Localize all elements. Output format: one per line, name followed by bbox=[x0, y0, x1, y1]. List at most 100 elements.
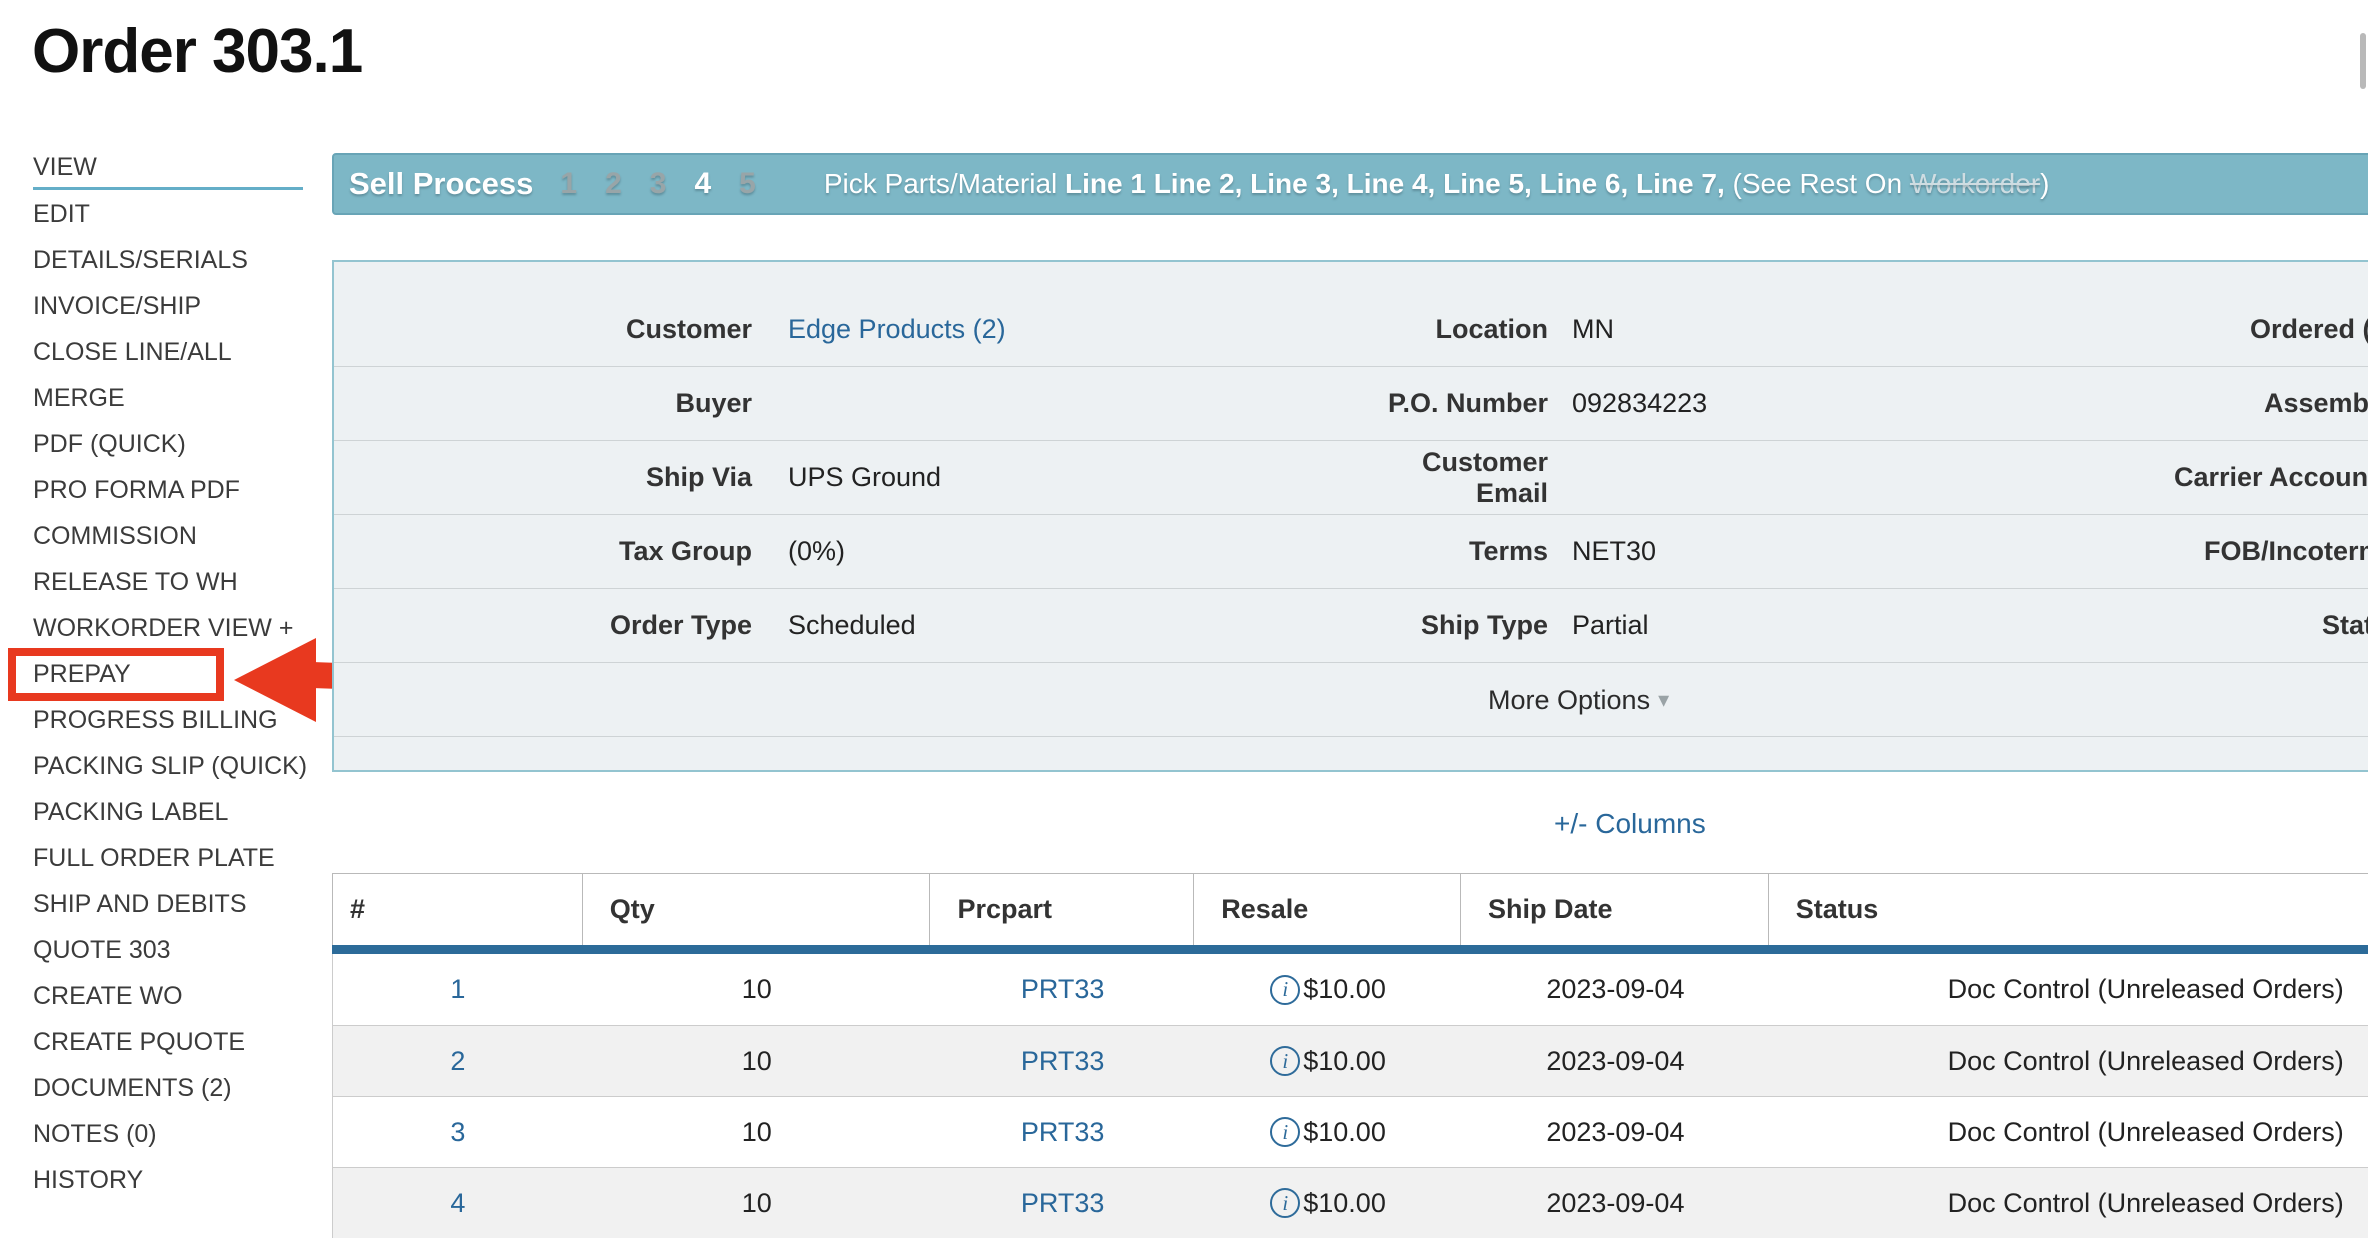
ordered-label: Ordered ( bbox=[2250, 314, 2368, 345]
sidebar-item-history[interactable]: HISTORY bbox=[33, 1157, 303, 1203]
customer-email-label: Customer Email bbox=[1352, 447, 1548, 509]
po-number-label: P.O. Number bbox=[1352, 388, 1548, 419]
ship-date-cell: 2023-09-04 bbox=[1461, 1097, 1769, 1167]
ship-type-label: Ship Type bbox=[1352, 610, 1548, 641]
terms-value: NET30 bbox=[1548, 536, 2028, 567]
prcpart-link[interactable]: PRT33 bbox=[1021, 1188, 1105, 1219]
lines-text: Line 1 Line 2, Line 3, Line 4, Line 5, L… bbox=[1065, 168, 1725, 199]
assembly-label: Assembl bbox=[2264, 388, 2368, 419]
info-icon[interactable]: i bbox=[1270, 1117, 1300, 1147]
pick-parts-text: Pick Parts/Material bbox=[824, 168, 1065, 199]
header-underline-bar bbox=[332, 945, 2368, 954]
sidebar-item-quote-303[interactable]: QUOTE 303 bbox=[33, 927, 303, 973]
fob-incoterm-label: FOB/Incoterm bbox=[2204, 536, 2368, 567]
qty-cell: 10 bbox=[583, 1026, 931, 1096]
ship-via-label: Ship Via bbox=[334, 462, 752, 493]
header-ship-date: Ship Date bbox=[1461, 874, 1769, 945]
sidebar-item-edit[interactable]: EDIT bbox=[33, 191, 303, 237]
more-options-row: More Options ▾ bbox=[334, 663, 2368, 737]
order-type-label: Order Type bbox=[334, 610, 752, 641]
step-5: 5 bbox=[739, 167, 756, 201]
detail-row-buyer: Buyer P.O. Number 092834223 Assembl bbox=[334, 367, 2368, 441]
detail-row-order-type: Order Type Scheduled Ship Type Partial S… bbox=[334, 589, 2368, 663]
sidebar-item-details-serials[interactable]: DETAILS/SERIALS bbox=[33, 237, 303, 283]
order-details-panel: Customer Edge Products (2) Location MN O… bbox=[332, 260, 2368, 772]
more-options-label: More Options bbox=[1488, 685, 1650, 716]
resale-cell: $10.00 bbox=[1303, 974, 1386, 1005]
more-options-toggle[interactable]: More Options ▾ bbox=[1488, 663, 1669, 737]
location-label: Location bbox=[1352, 314, 1548, 345]
qty-cell: 10 bbox=[583, 954, 931, 1025]
tax-group-value: (0%) bbox=[752, 536, 1352, 567]
prcpart-link[interactable]: PRT33 bbox=[1021, 1117, 1105, 1148]
header-status: Status bbox=[1769, 874, 2368, 945]
columns-toggle-link[interactable]: +/- Columns bbox=[1554, 808, 1706, 840]
sell-process-steps: 1 2 3 4 5 bbox=[560, 167, 783, 201]
sell-process-description: Pick Parts/Material Line 1 Line 2, Line … bbox=[824, 168, 2050, 200]
info-icon[interactable]: i bbox=[1270, 1188, 1300, 1218]
status-cell: Doc Control (Unreleased Orders) bbox=[1769, 1168, 2368, 1238]
resale-cell: $10.00 bbox=[1303, 1188, 1386, 1219]
sidebar-item-create-wo[interactable]: CREATE WO bbox=[33, 973, 303, 1019]
sidebar-item-notes[interactable]: NOTES (0) bbox=[33, 1111, 303, 1157]
sidebar-item-pdf-quick[interactable]: PDF (QUICK) bbox=[33, 421, 303, 467]
table-header-row: # Qty Prcpart Resale Ship Date Status bbox=[332, 873, 2368, 945]
sidebar-item-ship-and-debits[interactable]: SHIP AND DEBITS bbox=[33, 881, 303, 927]
detail-row-tax-group: Tax Group (0%) Terms NET30 FOB/Incoterm bbox=[334, 515, 2368, 589]
table-row: 1 10 PRT33 i$10.00 2023-09-04 Doc Contro… bbox=[332, 954, 2368, 1025]
resale-cell: $10.00 bbox=[1303, 1117, 1386, 1148]
status-cell: Doc Control (Unreleased Orders) bbox=[1769, 1026, 2368, 1096]
sidebar-item-invoice-ship[interactable]: INVOICE/SHIP bbox=[33, 283, 303, 329]
sidebar-item-pro-forma-pdf[interactable]: PRO FORMA PDF bbox=[33, 467, 303, 513]
header-prcpart: Prcpart bbox=[930, 874, 1194, 945]
order-type-value: Scheduled bbox=[752, 610, 1352, 641]
see-rest-suffix: ) bbox=[2040, 168, 2049, 199]
header-resale: Resale bbox=[1194, 874, 1461, 945]
sell-process-title: Sell Process bbox=[349, 166, 533, 202]
step-4-current: 4 bbox=[694, 167, 711, 201]
order-view-page: { "page": { "title": "Order 303.1" }, "s… bbox=[0, 0, 2368, 1238]
line-number-link[interactable]: 2 bbox=[450, 1046, 465, 1077]
see-rest-prefix: (See Rest On bbox=[1725, 168, 1910, 199]
workorder-link[interactable]: Workorder bbox=[1910, 168, 2040, 199]
sidebar-item-create-pquote[interactable]: CREATE PQUOTE bbox=[33, 1019, 303, 1065]
customer-value-link[interactable]: Edge Products (2) bbox=[788, 314, 1006, 344]
ship-date-cell: 2023-09-04 bbox=[1461, 1168, 1769, 1238]
buyer-label: Buyer bbox=[334, 388, 752, 419]
sidebar-item-release-to-wh[interactable]: RELEASE TO WH bbox=[33, 559, 303, 605]
ship-date-cell: 2023-09-04 bbox=[1461, 954, 1769, 1025]
order-lines-table: # Qty Prcpart Resale Ship Date Status 1 … bbox=[332, 873, 2368, 1238]
detail-row-ship-via: Ship Via UPS Ground Customer Email Carri… bbox=[334, 441, 2368, 515]
info-icon[interactable]: i bbox=[1270, 1046, 1300, 1076]
sidebar-item-packing-label[interactable]: PACKING LABEL bbox=[33, 789, 303, 835]
sidebar-item-view[interactable]: VIEW bbox=[33, 150, 303, 190]
carrier-account-label: Carrier Accoun bbox=[2174, 462, 2368, 493]
header-qty: Qty bbox=[583, 874, 931, 945]
info-icon[interactable]: i bbox=[1270, 975, 1300, 1005]
sidebar-item-packing-slip-quick[interactable]: PACKING SLIP (QUICK) bbox=[33, 743, 303, 789]
location-value: MN bbox=[1548, 314, 2028, 345]
detail-row-customer: Customer Edge Products (2) Location MN O… bbox=[334, 293, 2368, 367]
sidebar-item-commission[interactable]: COMMISSION bbox=[33, 513, 303, 559]
sidebar-item-documents[interactable]: DOCUMENTS (2) bbox=[33, 1065, 303, 1111]
status-cell: Doc Control (Unreleased Orders) bbox=[1769, 954, 2368, 1025]
table-row: 2 10 PRT33 i$10.00 2023-09-04 Doc Contro… bbox=[332, 1025, 2368, 1096]
customer-label: Customer bbox=[334, 314, 752, 345]
sidebar-item-close-line-all[interactable]: CLOSE LINE/ALL bbox=[33, 329, 303, 375]
sidebar-item-full-order-plate[interactable]: FULL ORDER PLATE bbox=[33, 835, 303, 881]
line-number-link[interactable]: 3 bbox=[450, 1117, 465, 1148]
status-field-label: Stat bbox=[2322, 610, 2368, 641]
po-number-value: 092834223 bbox=[1548, 388, 2028, 419]
sidebar-item-merge[interactable]: MERGE bbox=[33, 375, 303, 421]
prcpart-link[interactable]: PRT33 bbox=[1021, 974, 1105, 1005]
tax-group-label: Tax Group bbox=[334, 536, 752, 567]
line-number-link[interactable]: 4 bbox=[450, 1188, 465, 1219]
qty-cell: 10 bbox=[583, 1168, 931, 1238]
line-number-link[interactable]: 1 bbox=[450, 974, 465, 1005]
terms-label: Terms bbox=[1352, 536, 1548, 567]
prcpart-link[interactable]: PRT33 bbox=[1021, 1046, 1105, 1077]
ship-via-value: UPS Ground bbox=[752, 462, 1352, 493]
sell-process-banner: Sell Process 1 2 3 4 5 Pick Parts/Materi… bbox=[332, 153, 2368, 215]
header-line-number: # bbox=[333, 874, 583, 945]
resale-cell: $10.00 bbox=[1303, 1046, 1386, 1077]
